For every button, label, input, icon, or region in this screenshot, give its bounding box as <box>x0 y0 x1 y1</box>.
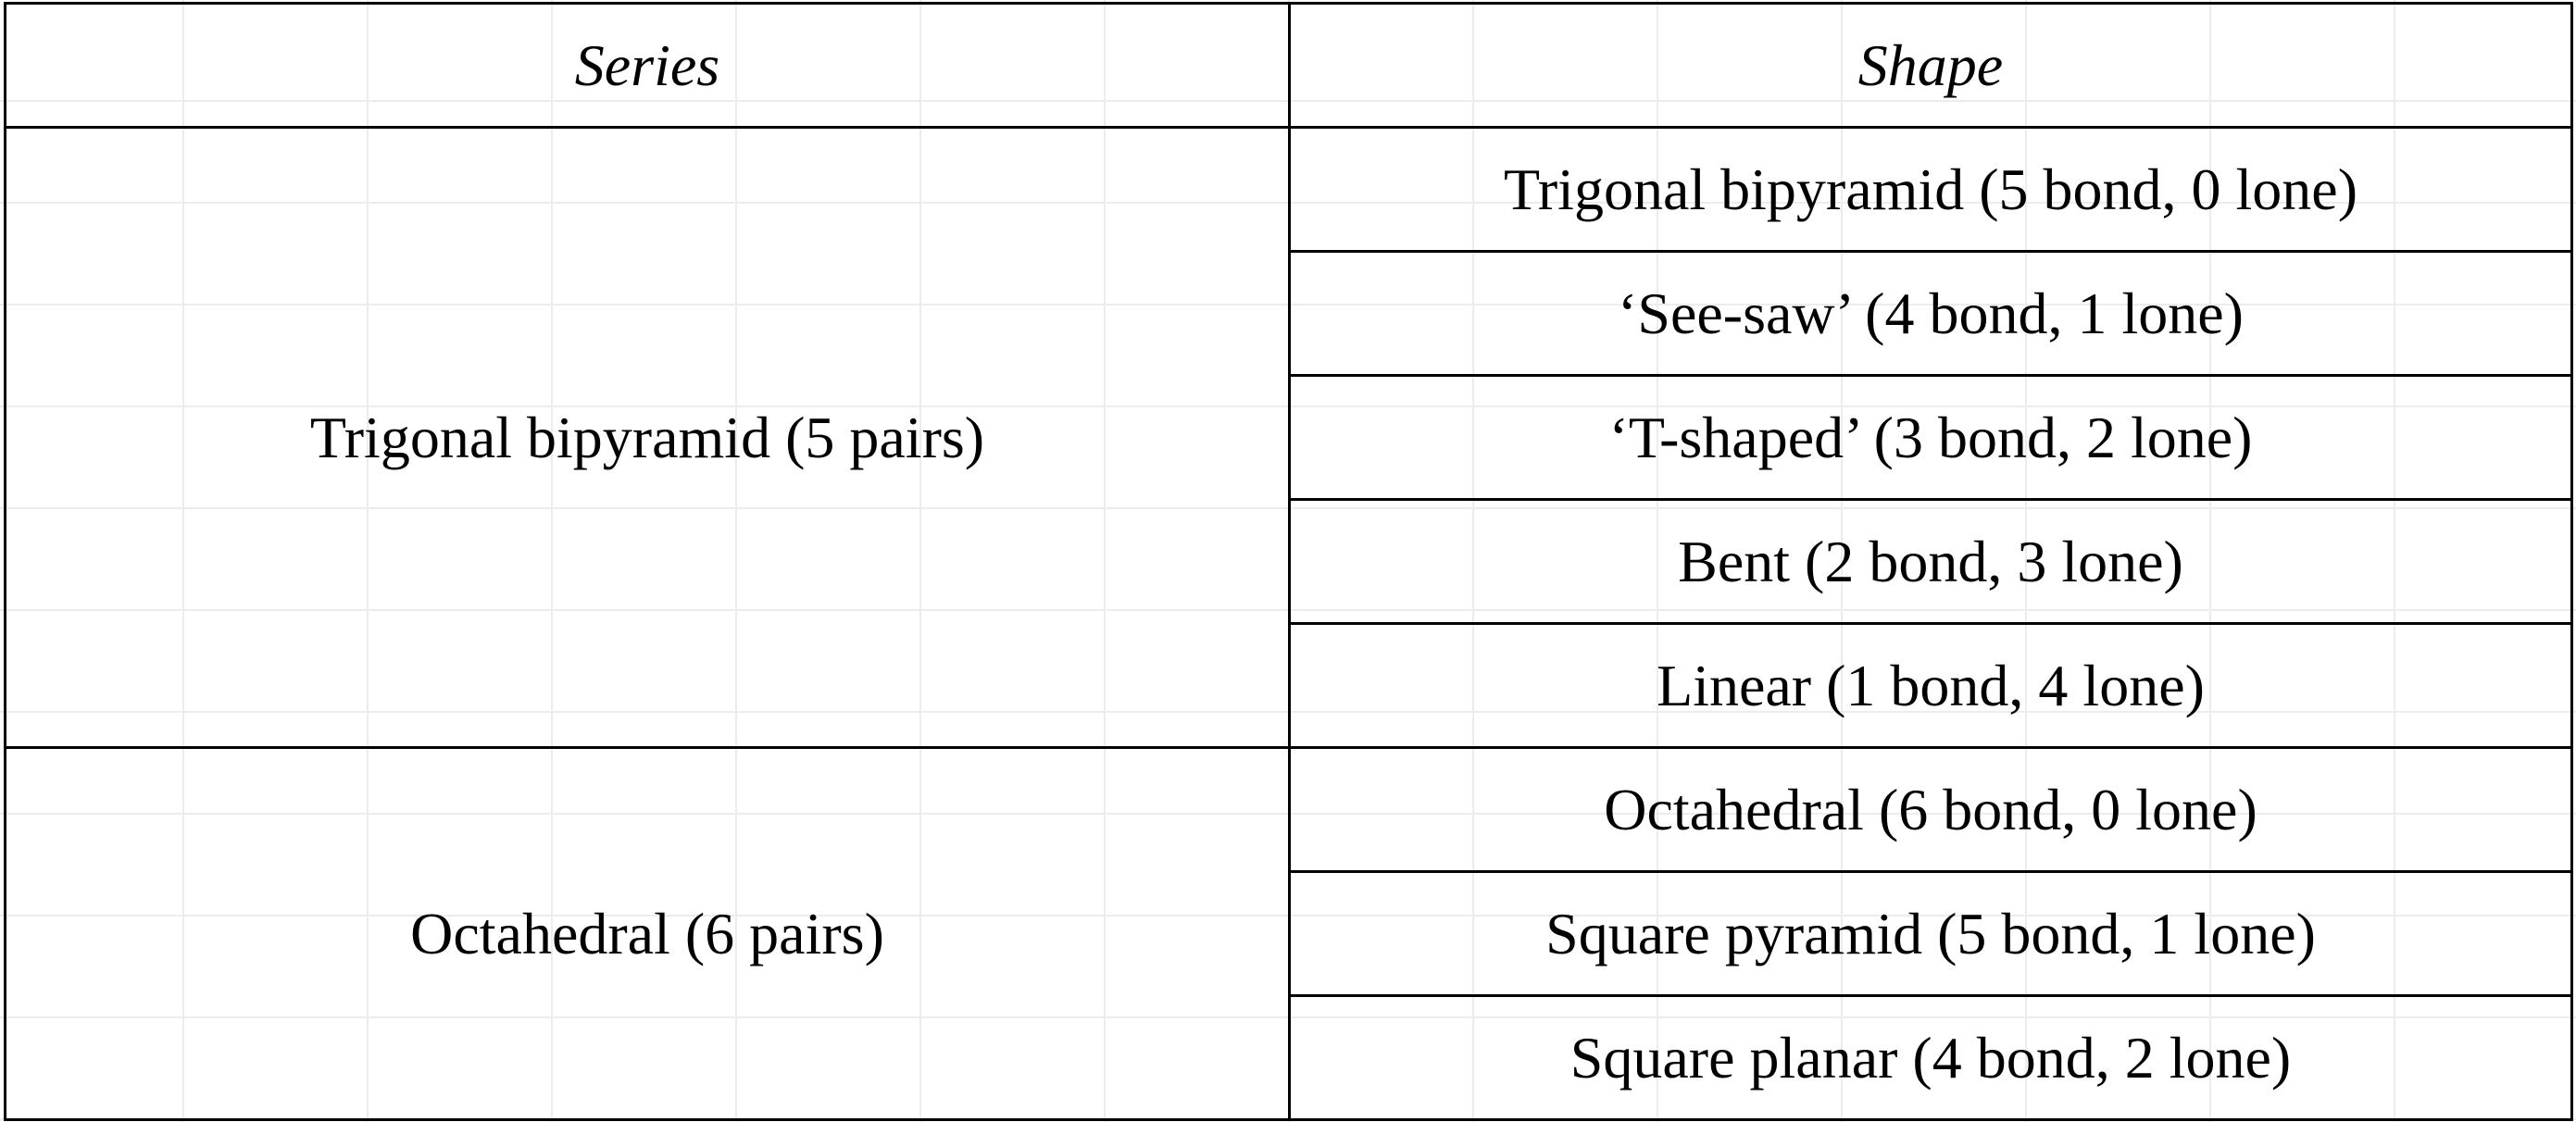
table-row: Square planar (4 bond, 2 lone) <box>6 994 2573 1121</box>
shape-cell: Square pyramid (5 bond, 1 lone) <box>1288 870 2573 997</box>
shape-cell: Linear (1 bond, 4 lone) <box>1288 622 2573 749</box>
series-cell-octahedral: Octahedral (6 pairs) <box>4 746 1291 1121</box>
table-row: Trigonal bipyramid (5 pairs) Trigonal bi… <box>4 126 2573 749</box>
table-row: Bent (2 bond, 3 lone) <box>6 498 2573 625</box>
shape-header: Shape <box>1288 2 2573 129</box>
table-row: ‘T-shaped’ (3 bond, 2 lone) <box>6 374 2573 501</box>
table-row: Linear (1 bond, 4 lone) <box>6 622 2573 749</box>
shape-cell: Octahedral (6 bond, 0 lone) <box>1288 746 2573 873</box>
table-row: Square pyramid (5 bond, 1 lone) <box>6 870 2573 997</box>
shape-cell: ‘See-saw’ (4 bond, 1 lone) <box>1288 250 2573 377</box>
table-row: Octahedral (6 pairs) Octahedral (6 bond,… <box>4 746 2573 1121</box>
shape-cell: ‘T-shaped’ (3 bond, 2 lone) <box>1288 374 2573 501</box>
shape-cell: Bent (2 bond, 3 lone) <box>1288 498 2573 625</box>
header-row: Series Shape <box>4 2 2573 129</box>
series-header: Series <box>4 2 1291 129</box>
shape-cell: Square planar (4 bond, 2 lone) <box>1288 994 2573 1121</box>
molecular-shapes-table: Series Shape Trigonal bipyramid (5 pairs… <box>4 2 2573 1121</box>
table-row: ‘See-saw’ (4 bond, 1 lone) <box>6 250 2573 377</box>
shape-cell: Trigonal bipyramid (5 bond, 0 lone) <box>1288 126 2573 253</box>
series-cell-trigonal-bipyramid: Trigonal bipyramid (5 pairs) <box>4 126 1291 749</box>
